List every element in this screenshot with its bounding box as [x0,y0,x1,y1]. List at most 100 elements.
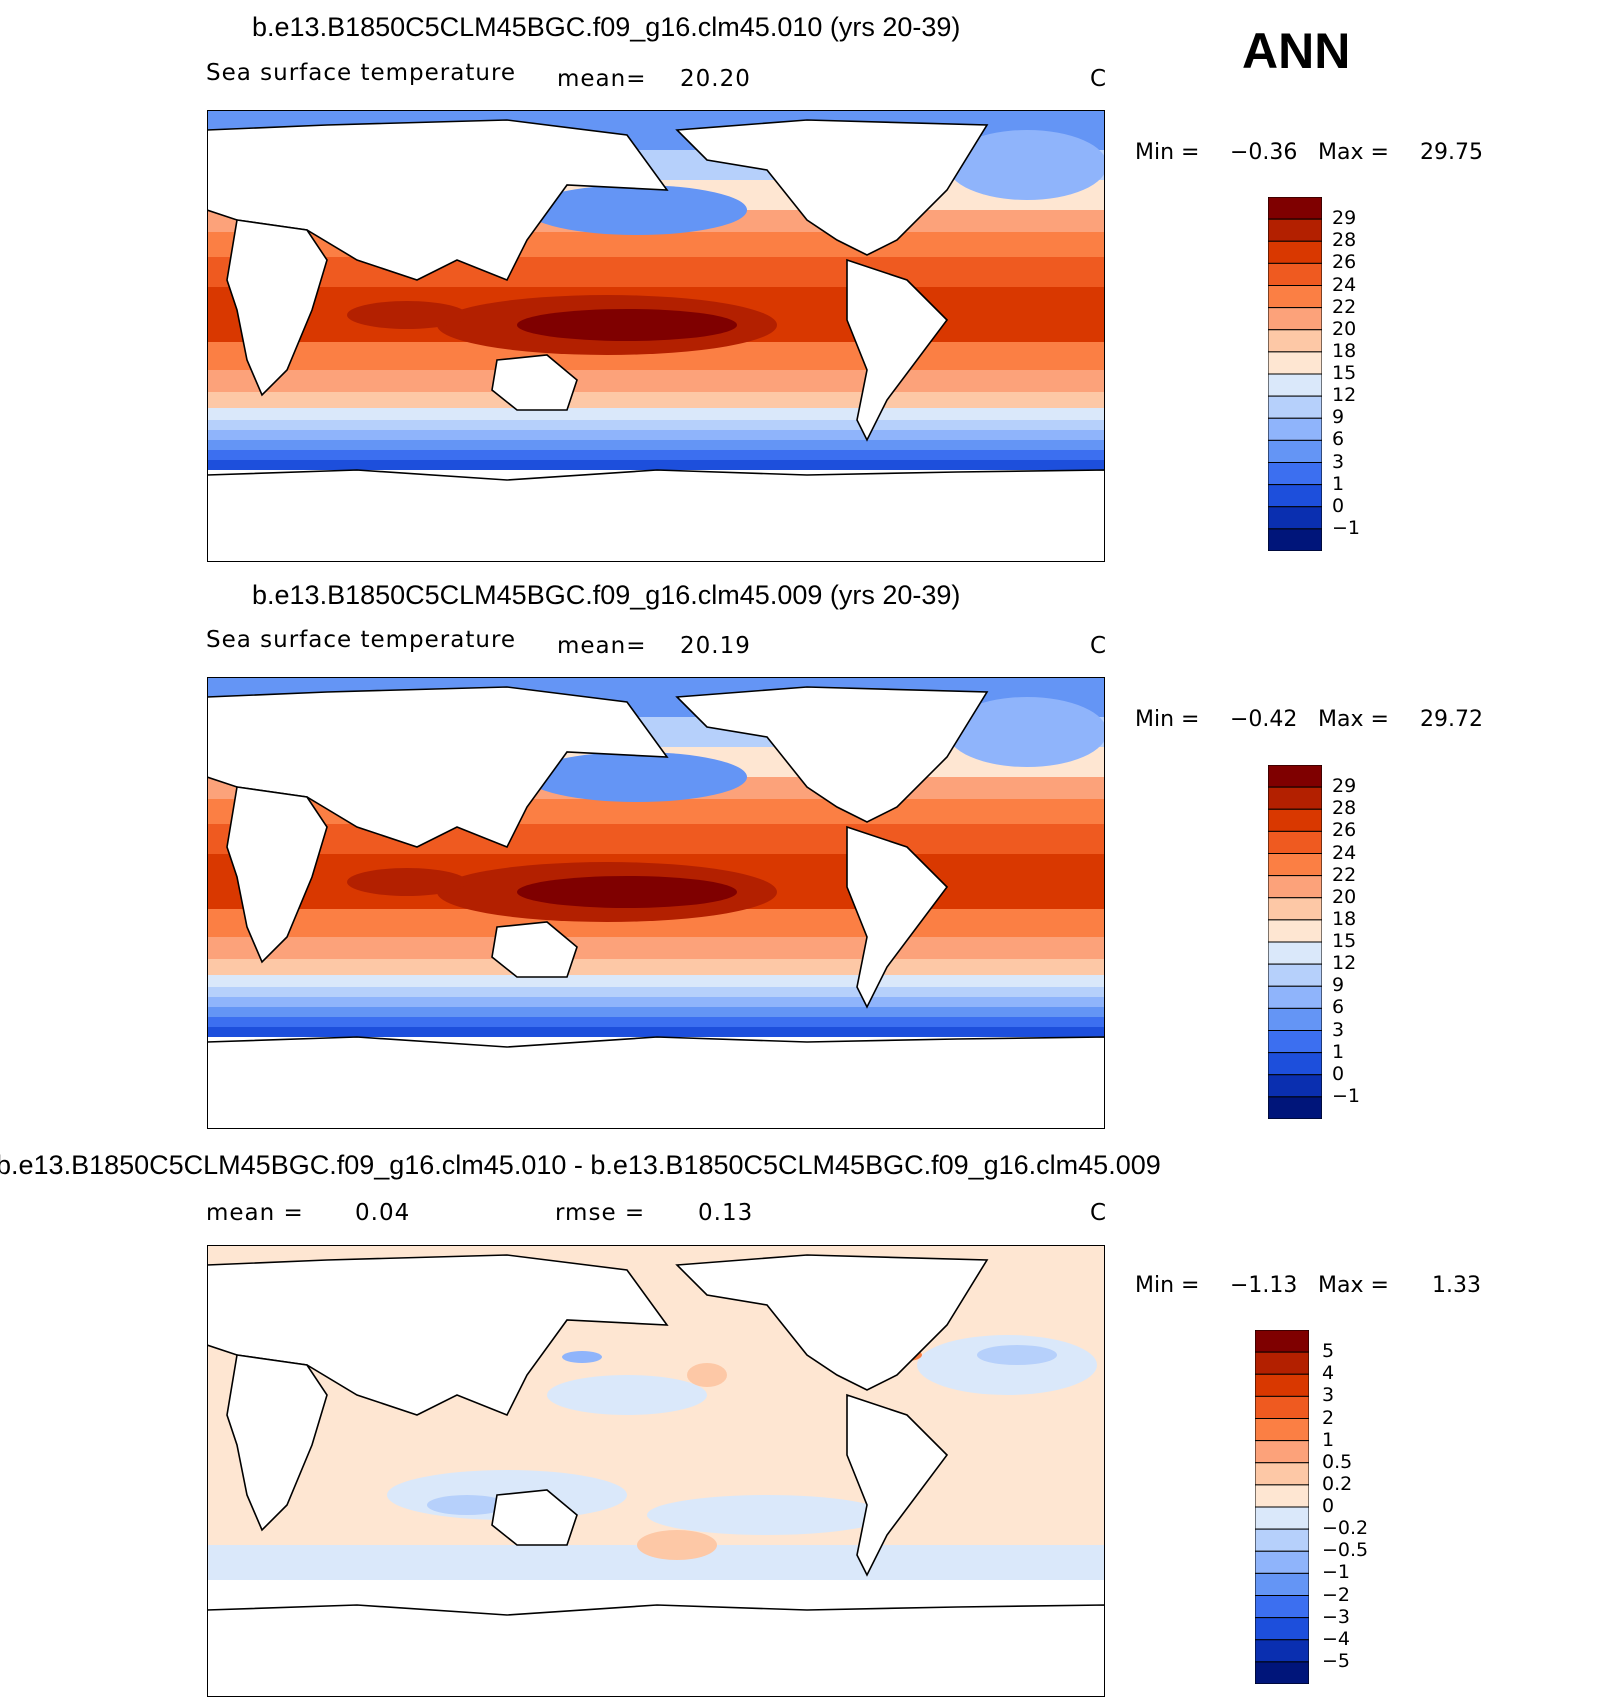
band [207,370,1105,392]
colorbar-swatch [1267,528,1323,552]
colorbar-swatch [1254,1550,1310,1574]
band [207,959,1105,975]
panel-3-colorbar-swatches [1254,1329,1310,1685]
panel-2-min-label: Min = [1135,707,1200,732]
colorbar-tick-label: 24 [1332,841,1357,864]
colorbar-tick-label: 6 [1332,996,1345,1019]
colorbar-tick-label: −1 [1332,516,1361,539]
panel-3-max-value: 1.33 [1432,1273,1481,1298]
colorbar-tick-label: 6 [1332,428,1345,451]
colorbar-tick-label: 18 [1332,339,1357,362]
colorbar-swatch [1267,1096,1323,1120]
colorbar-tick-label: 0 [1322,1495,1335,1517]
land-antarctica [207,469,1105,562]
band [207,392,1105,408]
panel-2-colorbar [1267,764,1323,1120]
land-south-america [846,825,949,1009]
band [207,420,1105,430]
land-australia [491,1489,578,1546]
colorbar-swatch [1267,196,1323,220]
colorbar-tick-label: 0 [1332,494,1345,517]
land-australia [491,354,578,411]
panel-2-units: C [1090,633,1108,659]
colorbar-swatch [1254,1395,1310,1419]
panel-1-variable: Sea surface temperature [206,60,517,86]
panel-2-max-value: 29.72 [1420,707,1483,732]
panel-2-max-label: Max = [1318,707,1389,732]
colorbar-swatch [1254,1351,1310,1375]
colorbar-tick-label: 0.5 [1322,1450,1353,1473]
colorbar-tick-label: −1 [1332,1084,1361,1107]
band [207,1017,1105,1027]
colorbar-swatch [1254,1440,1310,1464]
colorbar-swatch [1254,1528,1310,1552]
panel-2-mean-value: 20.19 [680,633,751,659]
colorbar-tick-label: 3 [1322,1384,1335,1407]
land-north-america [675,1254,989,1391]
colorbar-swatch [1267,351,1323,375]
colorbar-tick-label: −5 [1322,1649,1351,1672]
panel-3-mean-label: mean = [206,1200,304,1226]
cold-pool [527,185,747,235]
band [207,440,1105,450]
colorbar-swatch [1267,218,1323,242]
colorbar-swatch [1267,830,1323,854]
warm-pool [347,301,467,329]
land-africa [226,219,328,397]
band [207,824,1105,854]
panel-3-colorbar [1254,1329,1310,1685]
panel-1-min-value: −0.36 [1230,140,1298,165]
land-africa [226,786,328,964]
land-north-america [675,686,989,823]
colorbar-tick-label: 0 [1332,1062,1345,1085]
colorbar-swatch [1267,897,1323,921]
colorbar-tick-label: 3 [1332,450,1345,473]
colorbar-tick-label: 28 [1332,797,1357,820]
colorbar-swatch [1254,1595,1310,1619]
colorbar-swatch [1254,1661,1310,1685]
cold-pool [527,752,747,802]
colorbar-swatch [1267,307,1323,331]
panel-2-colorbar-labels: 29 28 26 24 22 20 18 15 12 9 6 3 1 0 −1 [1330,765,1390,1119]
colorbar-tick-label: 29 [1332,775,1357,798]
panel-2-colorbar-swatches [1267,764,1323,1120]
warm-pool [517,309,737,341]
panel-3-mean-value: 0.04 [355,1200,411,1226]
panel-3-rmse-value: 0.13 [698,1200,754,1226]
colorbar-swatch [1267,417,1323,441]
colorbar-swatch [1267,240,1323,264]
negative-anomaly [917,1335,1097,1395]
panel-1-mean-value: 20.20 [680,66,751,92]
colorbar-swatch [1254,1329,1310,1353]
colorbar-swatch [1267,808,1323,832]
colorbar-tick-label: 1 [1322,1428,1335,1451]
band [207,937,1105,959]
panel-1-max-value: 29.75 [1420,140,1483,165]
colorbar-swatch [1267,373,1323,397]
colorbar-swatch [1267,941,1323,965]
colorbar-tick-label: 22 [1332,295,1357,318]
band [207,1027,1105,1037]
panel-3-rmse-label: rmse = [555,1200,646,1226]
panel-2-title: b.e13.B1850C5CLM45BGC.f09_g16.clm45.009 … [252,580,961,610]
panel-3-max-label: Max = [1318,1273,1389,1298]
colorbar-swatch [1267,1074,1323,1098]
colorbar-tick-label: 15 [1332,362,1357,384]
colorbar-tick-label: 29 [1332,207,1357,230]
panel-1-units: C [1090,66,1108,92]
colorbar-tick-label: −0.5 [1322,1539,1369,1562]
colorbar-tick-label: 12 [1332,952,1357,975]
colorbar-swatch [1267,506,1323,530]
panel-3-colorbar-labels: 5 4 3 2 1 0.5 0.2 0 −0.2 −0.5 −1 −2 −3 −4 −5 [1320,1330,1390,1684]
colorbar-tick-label: 15 [1332,930,1357,952]
colorbar-swatch [1254,1572,1310,1596]
panel-2-mean-label: mean= [557,633,647,659]
colorbar-tick-label: −2 [1322,1583,1351,1606]
colorbar-tick-label: 24 [1332,273,1357,296]
land-south-america [846,258,949,442]
colorbar-swatch [1267,329,1323,353]
colorbar-tick-label: 4 [1322,1362,1335,1385]
colorbar-tick-label: 26 [1332,251,1357,274]
band [207,257,1105,287]
negative-anomaly [562,1351,602,1363]
